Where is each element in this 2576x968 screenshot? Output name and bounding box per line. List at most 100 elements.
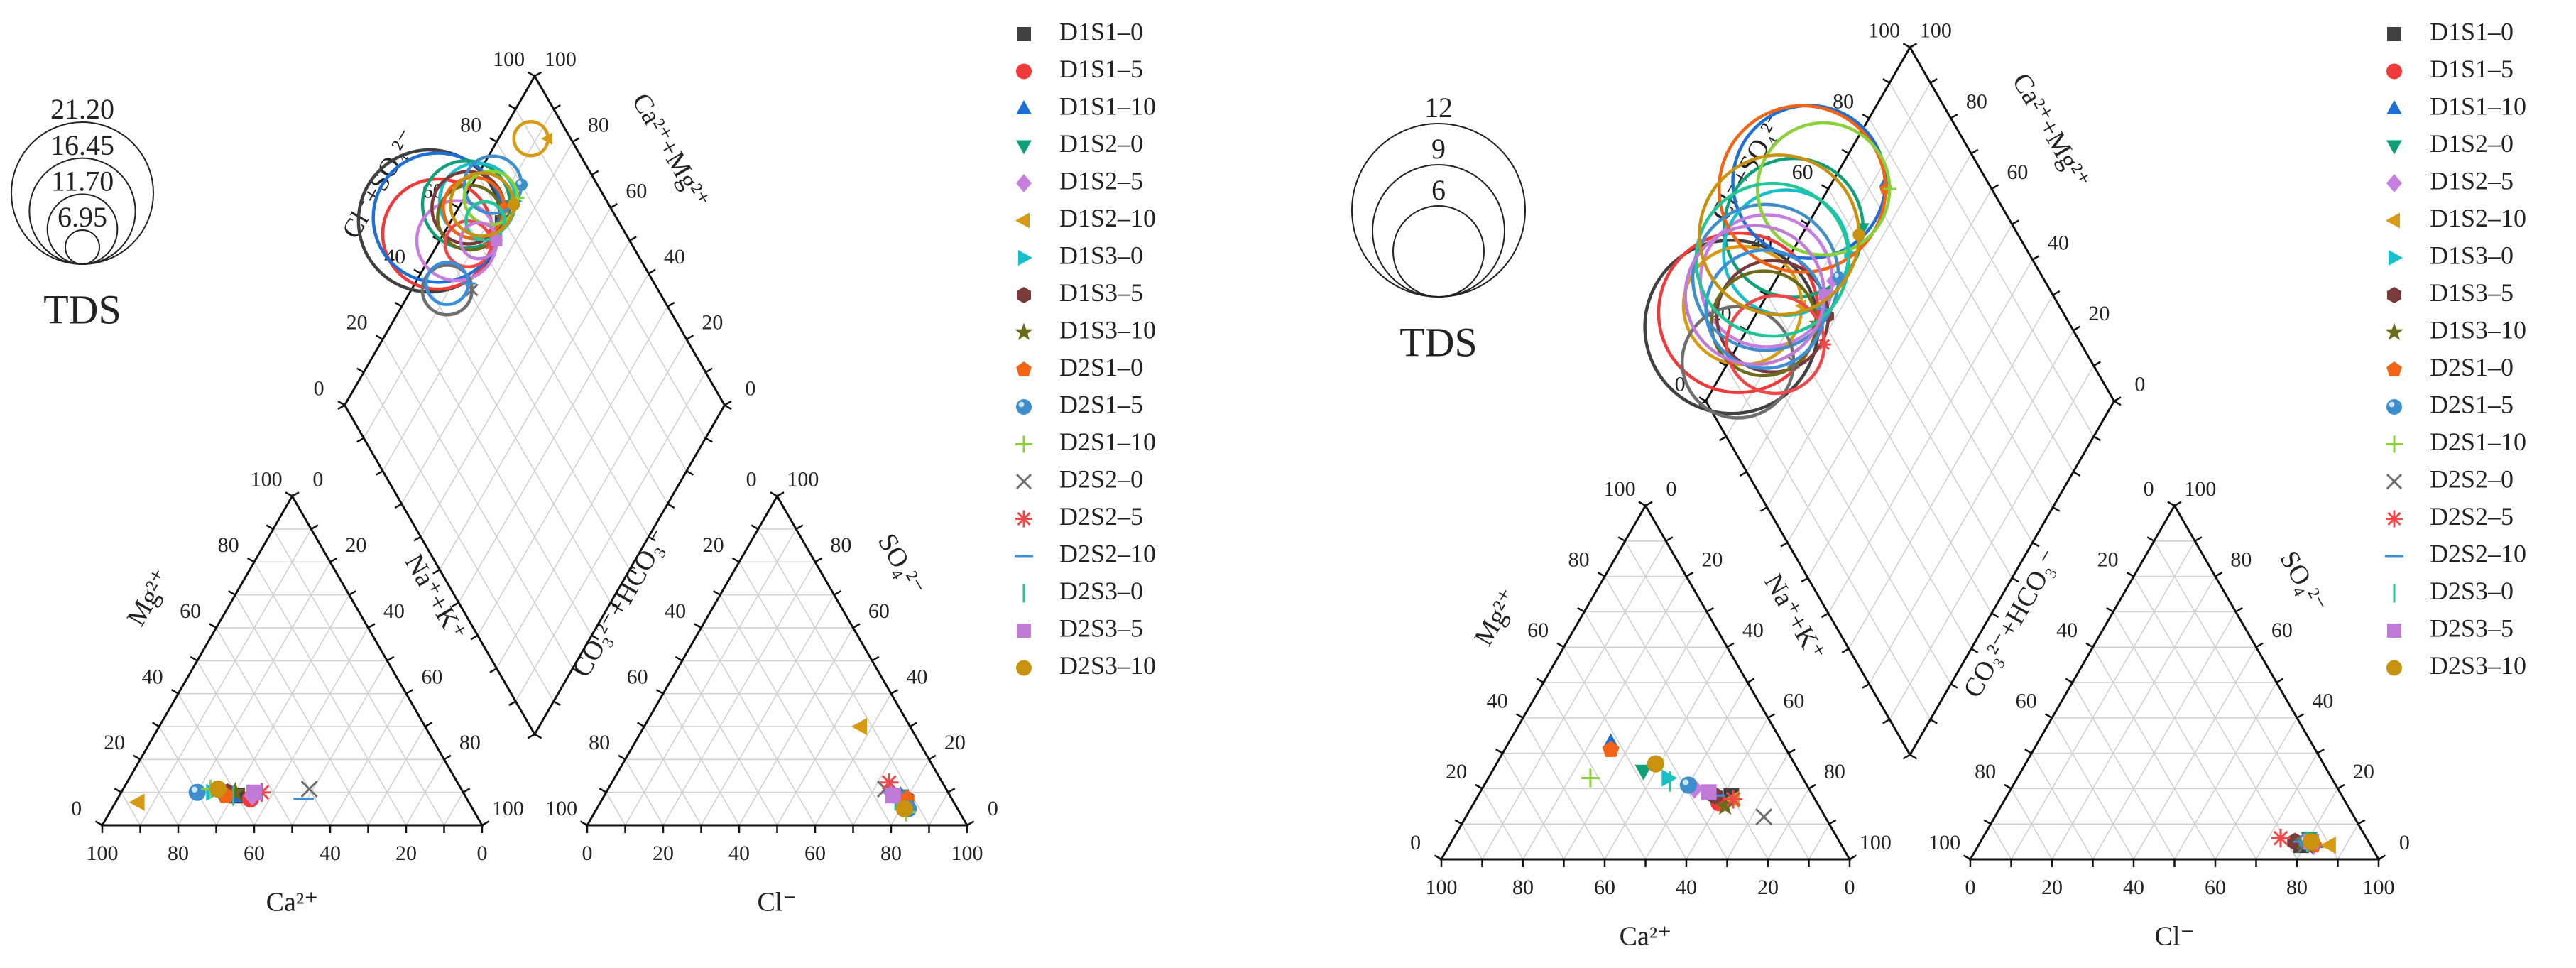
diamond-lower-tick-mark bbox=[1719, 435, 1727, 442]
anion-left-axis-tick-mark bbox=[2167, 501, 2176, 507]
diamond-lower-tick-mark bbox=[1780, 541, 1789, 548]
anion-bottom-axis-tick-label: 100 bbox=[2363, 876, 2395, 899]
diamond-left-axis-tick-mark bbox=[489, 137, 498, 143]
diamond-lower-tick-mark bbox=[1882, 718, 1890, 724]
anion-gridline bbox=[928, 792, 949, 826]
legend-marker-D2S1–5-highlight bbox=[1018, 401, 1025, 408]
anion-gridline bbox=[2010, 540, 2195, 860]
legend-entry-label: D2S3–5 bbox=[2430, 614, 2514, 642]
cation-right-axis-tick-mark bbox=[386, 656, 395, 662]
cation-right-axis-tick-label: 20 bbox=[1701, 548, 1723, 571]
legend-marker-D2S1–0 bbox=[1016, 361, 1032, 376]
legend-entry-label: D1S1–10 bbox=[2430, 92, 2526, 120]
cation-left-axis-tick-mark bbox=[1475, 783, 1483, 790]
point-cation-D2S3–10 bbox=[209, 780, 227, 798]
anion-left-axis-tick-label: 60 bbox=[2016, 690, 2037, 713]
diamond-gridline bbox=[1889, 82, 2095, 437]
diamond-lower-tick-mark bbox=[724, 404, 732, 410]
cation-gridline bbox=[121, 792, 141, 826]
cation-right-axis-tick-mark bbox=[405, 689, 414, 695]
anion-bottom-label: Cl⁻ bbox=[2155, 922, 2195, 952]
anion-right-axis-tick-mark bbox=[966, 820, 975, 827]
cation-gridline bbox=[1583, 611, 1728, 860]
point-cation-D2S2–5 bbox=[1723, 790, 1743, 809]
diamond-left-axis-tick-label: 0 bbox=[1675, 373, 1686, 396]
anion-right-axis-tick-mark bbox=[2378, 854, 2386, 861]
cation-left-axis-tick-mark bbox=[1515, 713, 1524, 719]
diamond-lower-tick-mark bbox=[2073, 471, 2081, 477]
anion-gridline bbox=[606, 792, 626, 826]
anion-bottom-label: Cl⁻ bbox=[758, 888, 797, 918]
legend-marker-D1S1–10 bbox=[1016, 100, 1032, 114]
cation-right-axis-tick-mark bbox=[1726, 642, 1735, 648]
diamond-right-axis-tick-mark bbox=[1970, 148, 1979, 155]
legend-marker-D1S2–10 bbox=[2386, 212, 2400, 229]
cation-right-axis-tick-mark bbox=[329, 557, 338, 563]
cation-left-axis-tick-mark bbox=[114, 788, 122, 793]
cation-gridline bbox=[158, 726, 217, 826]
legend-marker-D2S2–0 bbox=[1015, 473, 1032, 490]
anion-bottom-axis-tick-label: 0 bbox=[582, 842, 593, 865]
anion-gridline bbox=[2072, 682, 2176, 860]
diamond-right-axis-tick-mark bbox=[610, 202, 618, 209]
diamond-gridline bbox=[1786, 188, 1992, 543]
cation-gridline bbox=[215, 594, 350, 826]
cation-left-axis-tick-mark bbox=[1536, 678, 1544, 684]
legend-marker-D1S2–0 bbox=[2386, 140, 2402, 155]
anion-right-axis-tick-mark bbox=[2215, 572, 2223, 577]
legend-marker-D1S1–5 bbox=[1016, 63, 1032, 80]
diamond-right-axis-tick-mark bbox=[1950, 113, 1958, 119]
anion-left-axis-tick-mark bbox=[2024, 749, 2032, 754]
diamond-lower-tick-mark bbox=[375, 470, 383, 476]
diamond-right-axis-tick-mark bbox=[553, 104, 561, 110]
cation-right-axis-tick-mark bbox=[425, 722, 432, 728]
anion-left-axis-tick-mark bbox=[2044, 713, 2053, 719]
legend-marker-D2S3–5 bbox=[2387, 624, 2401, 638]
cation-right-axis-tick-label: 0 bbox=[1666, 477, 1676, 501]
diamond-right-axis-tick-label: 40 bbox=[664, 245, 685, 268]
anion-left-axis-tick-label: 100 bbox=[545, 797, 577, 820]
cation-right-axis-tick-label: 40 bbox=[1742, 619, 1764, 642]
legend-entry-label: D1S2–0 bbox=[2430, 129, 2514, 158]
anion-left-axis-tick-label: 40 bbox=[2056, 619, 2078, 642]
point-cation-D2S1–5 bbox=[1679, 776, 1697, 794]
point-anion-D2S2–5 bbox=[2271, 828, 2291, 848]
diamond-right-axis-tick-mark bbox=[629, 236, 637, 241]
point-cation-D2S3–5 bbox=[1701, 784, 1717, 800]
cation-right-axis-tick-label: 0 bbox=[312, 467, 323, 491]
cation-left-axis-tick-mark bbox=[1617, 536, 1626, 542]
cation-gridline bbox=[1563, 646, 1687, 860]
legend-marker-D1S3–10 bbox=[1015, 322, 1033, 340]
anion-bottom-axis-tick-label: 20 bbox=[2041, 876, 2063, 899]
data-points bbox=[1581, 104, 2336, 856]
tds-size-value: 12 bbox=[1424, 92, 1453, 124]
tds-size-value: 11.70 bbox=[51, 165, 114, 197]
anion-bottom-axis-tick-label: 0 bbox=[1965, 876, 1976, 899]
point-cation-D1S3–10 bbox=[225, 781, 246, 801]
legend-marker-D2S1–5 bbox=[1016, 399, 1032, 415]
tds-legend-title: TDS bbox=[1399, 319, 1478, 365]
legend-marker-D1S2–10 bbox=[1015, 212, 1030, 229]
anion-right-axis-tick-mark bbox=[776, 491, 785, 497]
legend-entry-label: D2S1–10 bbox=[1059, 428, 1156, 456]
anion-left-axis-tick-mark bbox=[731, 557, 740, 563]
diamond-right-axis-tick-label: 40 bbox=[2048, 231, 2069, 254]
legend-entry-label: D1S2–5 bbox=[1059, 166, 1143, 195]
cation-left-axis-tick-mark bbox=[266, 524, 274, 531]
diamond-lower-tick-mark bbox=[1841, 648, 1850, 653]
anion-right-axis-tick-label: 20 bbox=[944, 731, 966, 754]
cation-right-axis-tick-label: 80 bbox=[1824, 760, 1845, 783]
legend-entry-label: D1S3–5 bbox=[1059, 278, 1143, 307]
legend-entry-label: D1S3–0 bbox=[1059, 241, 1143, 269]
point-cation-D1S2–10 bbox=[129, 793, 145, 811]
anion-left-axis-tick-mark bbox=[713, 590, 721, 596]
diamond-lower-tick-mark bbox=[2113, 400, 2122, 406]
anion-right-axis-tick-label: 0 bbox=[988, 797, 998, 820]
anion-gridline bbox=[643, 726, 702, 826]
point-diamond-D2S3–10 bbox=[1852, 228, 1865, 241]
anion-left-axis-tick-mark bbox=[1983, 819, 1992, 825]
diamond-lower-tick-mark bbox=[413, 535, 422, 542]
diamond-gridline bbox=[496, 141, 687, 472]
anion-gridline bbox=[700, 594, 835, 826]
